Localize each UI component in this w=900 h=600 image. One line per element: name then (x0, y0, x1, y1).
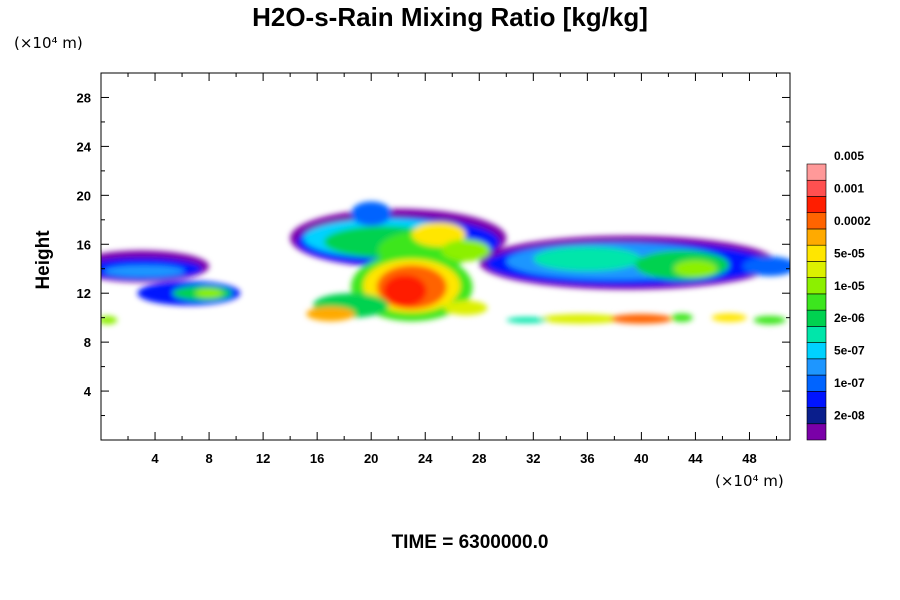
y-tick-label: 12 (77, 286, 91, 301)
field-blob (103, 265, 185, 278)
colorbar-swatch (806, 179, 827, 197)
colorbar-label: 2e-08 (834, 409, 865, 423)
colorbar-label: 0.001 (834, 181, 864, 195)
colorbar-label: 1e-07 (834, 376, 865, 390)
y-axis-unit: (×10⁴ m) (14, 34, 83, 52)
y-tick-label: 20 (77, 188, 91, 203)
colorbar-swatch (806, 390, 827, 408)
colorbar-swatch (806, 423, 827, 441)
x-tick-label: 24 (418, 451, 433, 466)
plot-frame (100, 72, 791, 441)
y-tick-label: 28 (77, 90, 91, 105)
colorbar-swatch (806, 358, 827, 376)
field-blob (540, 313, 622, 324)
x-tick-label: 8 (205, 451, 212, 466)
y-tick-label: 24 (77, 139, 92, 154)
y-axis-ticks: 4 8 12 16 20 24 28 (77, 90, 790, 417)
field-blob (441, 239, 491, 262)
field-blob (533, 246, 642, 272)
colorbar-swatch (806, 309, 827, 327)
field-blob (610, 313, 673, 324)
colorbar-label: 5e-07 (834, 344, 865, 358)
colorbar-swatch (806, 277, 827, 295)
x-axis-unit: (×10⁴ m) (715, 472, 784, 490)
x-tick-label: 32 (526, 451, 540, 466)
colorbar-label: 0.0002 (834, 214, 871, 228)
colorbar-swatch (806, 244, 827, 262)
field-blob (506, 317, 547, 324)
x-tick-label: 20 (364, 451, 378, 466)
field-blob (671, 313, 693, 322)
colorbar-swatch (806, 212, 827, 230)
colorbar-swatch (806, 342, 827, 360)
time-label: TIME = 6300000.0 (391, 532, 549, 553)
field-blob (101, 315, 118, 325)
field-blob (742, 256, 790, 277)
field-blob (444, 300, 488, 316)
y-tick-label: 16 (77, 237, 91, 252)
colorbar: 2e-08 1e-07 5e-07 2e-06 1e-05 5e-05 0.0002 0.00… (806, 149, 871, 441)
field-blob (753, 315, 786, 325)
x-tick-label: 48 (742, 451, 756, 466)
x-axis-ticks: 4 8 12 16 20 24 28 32 36 40 44 48 (127, 73, 777, 466)
x-tick-label: 36 (580, 451, 594, 466)
colorbar-swatch (806, 326, 827, 343)
colorbar-swatch (806, 374, 827, 392)
colorbar-label: 0.005 (834, 149, 864, 163)
colorbar-swatch (806, 163, 827, 181)
field-blob (195, 288, 223, 299)
colorbar-swatch (806, 196, 827, 214)
field-blob (411, 222, 466, 247)
x-tick-label: 4 (151, 451, 159, 466)
field-blob (350, 201, 392, 226)
colorbar-label: 2e-06 (834, 311, 865, 325)
x-tick-label: 16 (310, 451, 324, 466)
x-tick-label: 40 (634, 451, 648, 466)
colorbar-swatch (806, 261, 827, 278)
x-tick-label: 12 (256, 451, 270, 466)
field-blob (711, 313, 747, 322)
colorbar-swatch (806, 228, 827, 246)
field-blob (383, 274, 427, 307)
x-tick-label: 44 (688, 451, 703, 466)
colorbar-label: 1e-05 (834, 279, 865, 293)
colorbar-swatch (806, 293, 827, 311)
chart-title: H2O-s-Rain Mixing Ratio [kg/kg] (252, 2, 648, 32)
x-tick-label: 28 (472, 451, 486, 466)
field-blob (306, 306, 355, 322)
colorbar-swatch (806, 407, 827, 425)
y-tick-label: 8 (84, 335, 91, 350)
mixing-ratio-field (101, 201, 790, 325)
field-blob (673, 260, 718, 278)
y-tick-label: 4 (84, 384, 92, 399)
colorbar-label: 5e-05 (834, 246, 865, 260)
